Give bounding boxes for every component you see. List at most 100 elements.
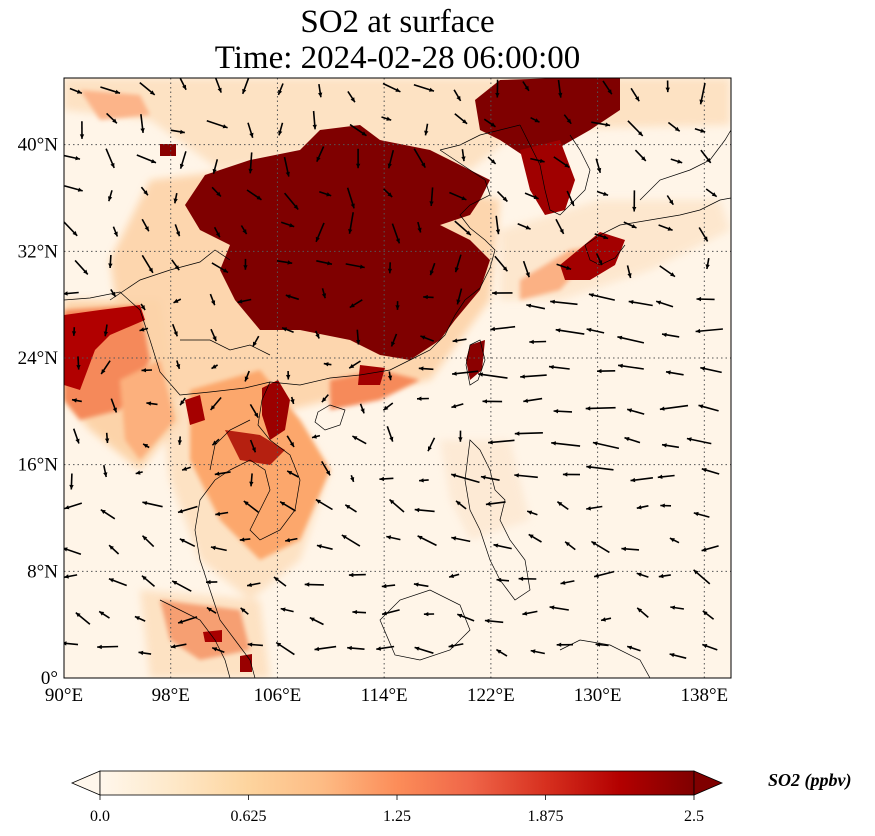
wind-arrow [283,156,290,177]
wind-arrow [457,613,475,622]
wind-arrow [419,478,429,483]
wind-arrow [478,372,508,379]
wind-arrow [105,432,110,444]
wind-arrow [592,441,620,450]
wind-arrow [448,643,464,648]
wind-arrow [346,187,355,209]
wind-arrow [341,534,361,547]
wind-arrow [381,583,396,589]
wind-arrow [316,260,333,266]
wind-arrow [108,544,120,555]
wind-arrow [140,303,146,311]
wind-arrow [356,148,361,169]
wind-arrow [588,293,615,301]
wind-arrow [211,262,229,274]
lon-tick-label: 106°E [254,685,302,706]
wind-arrow [237,298,252,304]
wind-arrow [179,397,186,406]
wind-arrow [64,641,79,646]
wind-arrow [214,471,231,476]
lon-tick-label: 90°E [45,685,83,706]
wind-arrow [248,152,253,174]
wind-arrow [413,582,429,588]
wind-arrow [171,580,192,592]
wind-arrow [417,535,437,547]
wind-arrow [279,501,296,512]
wind-arrow [319,191,332,197]
so2-field-high [64,78,625,672]
wind-arrow [356,329,361,345]
wind-arrow [174,224,181,237]
wind-arrow [314,645,337,652]
wind-arrow [701,468,720,475]
wind-arrow [210,328,217,342]
wind-arrow [705,257,710,270]
colorbar-label: SO2 (ppbv) [768,770,852,790]
wind-arrow [560,580,575,585]
wind-arrow [451,536,471,543]
wind-arrow [417,221,422,233]
wind-arrow [379,476,394,482]
coastlines [64,124,731,678]
wind-arrow [493,543,512,550]
wind-arrow [626,645,641,652]
wind-arrow [281,327,294,334]
wind-arrow [700,149,712,164]
wind-arrow [590,540,610,554]
wind-arrow [71,398,82,403]
wind-arrow [106,112,118,124]
wind-arrow [276,260,293,265]
wind-arrow [249,473,254,487]
wind-arrow [312,110,317,130]
wind-arrow [452,338,467,343]
wind-arrow [423,294,434,300]
wind-arrow [429,262,436,276]
wind-arrow [454,220,472,236]
wind-arrow [213,226,221,238]
map-subtitle: Time: 2024-02-28 06:00:00 [214,40,581,76]
wind-arrow [487,156,497,165]
wind-arrow [386,535,401,541]
wind-arrow [700,366,722,374]
lat-tick-label: 8°N [27,561,58,582]
wind-arrow [309,616,324,626]
wind-arrow [627,120,644,137]
wind-arrow [321,394,329,403]
wind-arrow [523,397,543,403]
wind-arrow [659,404,689,411]
wind-arrow [449,191,467,201]
wind-arrow [108,254,113,269]
wind-arrow [548,365,570,370]
wind-arrow [628,300,653,307]
wind-arrow [626,408,645,415]
wind-arrow [142,443,150,449]
wind-arrow [112,226,119,237]
wind-arrow [624,436,641,444]
wind-arrow [381,609,400,616]
wind-arrow [693,569,711,585]
wind-arrow [103,465,108,478]
wind-arrow [179,151,187,169]
wind-arrow [211,186,222,198]
wind-arrow [586,464,614,471]
wind-arrow [553,156,570,169]
wind-arrow [550,299,578,306]
wind-arrow [275,641,295,656]
wind-arrow [136,154,157,164]
wind-arrow [382,402,394,411]
wind-arrow [352,610,367,615]
wind-arrow [669,537,680,544]
wind-arrow [141,254,154,274]
wind-arrow [659,265,676,278]
wind-arrow [98,610,110,619]
wind-arrow [285,294,300,301]
wind-arrow [316,544,333,550]
wind-arrow [591,121,611,127]
map-axis-ticks: 90°E 98°E 106°E 114°E 122°E 130°E 138°E 0° 8°N 16… [18,135,729,706]
wind-arrow [455,500,467,510]
wind-arrow [286,470,299,478]
wind-arrow [108,577,127,587]
wind-arrow [416,396,429,401]
wind-arrow [593,570,615,578]
wind-arrow [483,118,496,128]
